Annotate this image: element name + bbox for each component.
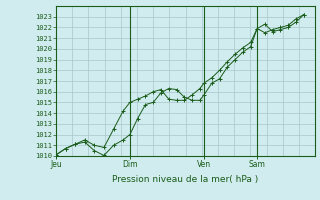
- X-axis label: Pression niveau de la mer( hPa ): Pression niveau de la mer( hPa ): [112, 175, 259, 184]
